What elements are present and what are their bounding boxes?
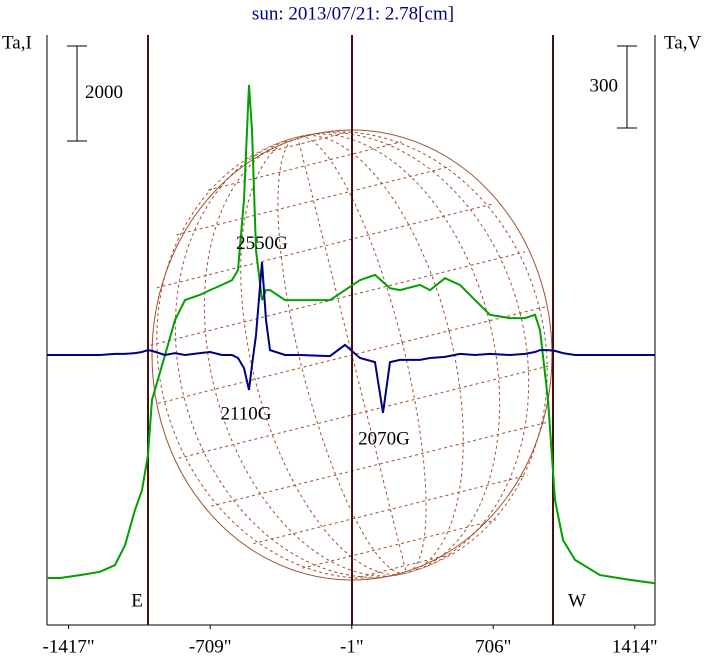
meridian: [203, 133, 501, 577]
annotation: 2110G: [220, 403, 271, 424]
series-line: [47, 262, 655, 414]
chart-title: sun: 2013/07/21: 2.78[cm]: [252, 3, 454, 24]
x-tick-label: -709": [189, 636, 232, 657]
annotation: W: [568, 591, 586, 612]
parallel: [156, 203, 493, 289]
x-tick-label: 706": [475, 636, 511, 657]
y-axis-label: Ta,I: [2, 32, 32, 53]
meridian: [277, 135, 427, 575]
x-tick-label: -1": [340, 636, 364, 657]
x-tick-label: 1414": [612, 636, 658, 657]
x-tick-label: -1417": [43, 636, 95, 657]
parallel: [253, 474, 528, 545]
parallel: [178, 364, 554, 459]
parallel: [176, 165, 451, 236]
annotation: 2550G: [236, 233, 288, 254]
series-line: [47, 84, 656, 585]
parallel: [211, 421, 548, 507]
annotation: 2070G: [358, 429, 410, 450]
annotation: E: [131, 591, 143, 612]
y2-axis-label: Ta,V: [664, 32, 701, 53]
parallel: [150, 251, 526, 346]
parallel: [249, 131, 350, 158]
parallel: [354, 552, 455, 579]
scale-bar-v-label: 300: [590, 75, 619, 96]
scale-bar-i-label: 2000: [85, 82, 123, 103]
